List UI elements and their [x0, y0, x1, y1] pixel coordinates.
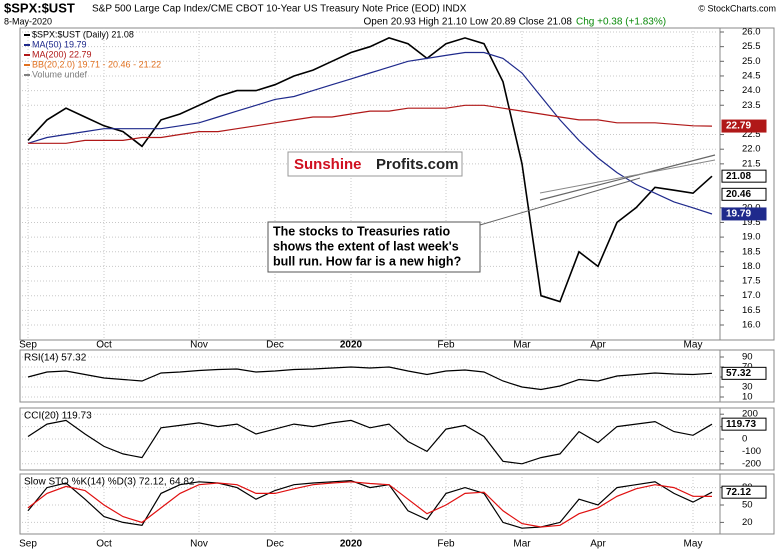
y-tick-label: 24.0 — [742, 85, 761, 96]
y-tick-label: 25.5 — [742, 41, 761, 52]
copyright: © StockCharts.com — [698, 3, 776, 13]
y-tick-label: 200 — [742, 409, 758, 420]
end-label: 119.73 — [726, 419, 756, 430]
annotation-pointer — [479, 177, 641, 226]
y-tick-label: 21.5 — [742, 158, 761, 169]
end-label-box — [721, 417, 767, 431]
y-tick-label: 22.5 — [742, 129, 761, 140]
annotation-line: bull run. How far is a new high? — [273, 254, 461, 268]
legend-entry: Volume undef — [32, 69, 88, 79]
x-tick-label: Feb — [437, 340, 455, 351]
annotation-line: shows the extent of last week's — [273, 239, 459, 253]
y-tick-label: 19.0 — [742, 232, 761, 243]
x-tick-label: Dec — [266, 340, 284, 351]
y-tick-label: 24.5 — [742, 70, 761, 81]
logo-right: Profits.com — [376, 156, 459, 173]
panel-title: CCI(20) 119.73 — [24, 411, 92, 422]
end-label: 22.79 — [726, 121, 751, 132]
end-label-box — [721, 119, 767, 133]
x-tick-label: Feb — [437, 539, 455, 550]
x-tick-label: May — [684, 539, 703, 550]
end-label: 21.08 — [726, 171, 751, 182]
x-tick-label: Sep — [19, 340, 37, 351]
x-tick-label: Sep — [19, 539, 37, 550]
end-label-box — [721, 485, 767, 499]
end-label: 20.46 — [726, 189, 751, 200]
panel-frame — [19, 349, 775, 403]
change: Chg +0.38 (+1.83%) — [576, 17, 666, 28]
date: 8-May-2020 — [4, 16, 52, 26]
legend-entry: BB(20,2.0) 19.71 - 20.46 - 21.22 — [32, 59, 161, 69]
y-tick-label: 17.5 — [742, 276, 761, 287]
end-label: 19.79 — [726, 209, 751, 220]
series-line — [27, 51, 713, 215]
y-tick-label: 0 — [742, 434, 747, 445]
legend-entry: $SPX:$UST (Daily) 21.08 — [32, 29, 134, 39]
y-tick-label: 26.0 — [742, 27, 761, 38]
quote: Open 20.93 High 21.10 Low 20.89 Close 21… — [364, 17, 573, 28]
x-tick-label: 2020 — [340, 340, 363, 351]
x-tick-label: May — [684, 340, 703, 351]
panel-frame — [19, 473, 775, 535]
end-label-box — [721, 169, 767, 183]
legend-entry: MA(50) 19.79 — [32, 39, 87, 49]
end-label-box — [721, 187, 767, 201]
series-line — [27, 419, 713, 465]
trend-line — [539, 159, 716, 194]
x-tick-label: Apr — [590, 539, 606, 550]
x-tick-label: Dec — [266, 539, 284, 550]
x-tick-label: Apr — [590, 340, 606, 351]
series-line — [28, 104, 713, 144]
series-line — [27, 366, 713, 391]
x-tick-label: Mar — [513, 340, 531, 351]
y-tick-label: 19.5 — [742, 217, 761, 228]
end-label-box — [721, 366, 767, 380]
y-tick-label: 30 — [742, 382, 753, 393]
panel-frame — [19, 27, 775, 341]
annotation-line: The stocks to Treasuries ratio — [273, 224, 451, 238]
x-tick-label: Oct — [96, 539, 112, 550]
y-tick-label: -100 — [742, 446, 761, 457]
x-tick-label: Oct — [96, 340, 112, 351]
y-tick-label: 16.0 — [742, 320, 761, 331]
y-tick-label: 18.5 — [742, 246, 761, 257]
symbol: $SPX:$UST — [4, 0, 75, 15]
y-tick-label: -200 — [742, 458, 761, 469]
x-tick-label: Nov — [190, 340, 208, 351]
x-tick-label: Mar — [513, 539, 531, 550]
end-label: 72.12 — [726, 487, 751, 498]
y-tick-label: 10 — [742, 392, 753, 403]
logo-box — [287, 151, 463, 177]
panel-frame — [19, 407, 775, 471]
y-tick-label: 50 — [742, 500, 753, 511]
series-line — [27, 479, 713, 529]
y-tick-label: 25.0 — [742, 56, 761, 67]
trend-line — [539, 154, 716, 201]
y-tick-label: 23.5 — [742, 100, 761, 111]
x-tick-label: 2020 — [340, 539, 363, 550]
y-tick-label: 18.0 — [742, 261, 761, 272]
y-tick-label: 17.0 — [742, 290, 761, 301]
y-tick-label: 22.0 — [742, 144, 761, 155]
x-tick-label: Nov — [190, 539, 208, 550]
y-tick-label: 90 — [742, 352, 753, 363]
end-label: 57.32 — [726, 368, 751, 379]
y-tick-label: 20 — [742, 517, 753, 528]
legend-entry: MA(200) 22.79 — [32, 49, 92, 59]
panel-title: Slow STO %K(14) %D(3) 72.12, 64.82 — [24, 477, 195, 488]
annotation-box — [267, 221, 481, 273]
description: S&P 500 Large Cap Index/CME CBOT 10-Year… — [92, 4, 467, 15]
series-line — [27, 481, 713, 528]
panel-title: RSI(14) 57.32 — [24, 353, 87, 364]
end-label-box — [721, 207, 767, 221]
series-line — [27, 37, 713, 303]
logo-left: Sunshine — [294, 156, 362, 173]
y-tick-label: 16.5 — [742, 305, 761, 316]
